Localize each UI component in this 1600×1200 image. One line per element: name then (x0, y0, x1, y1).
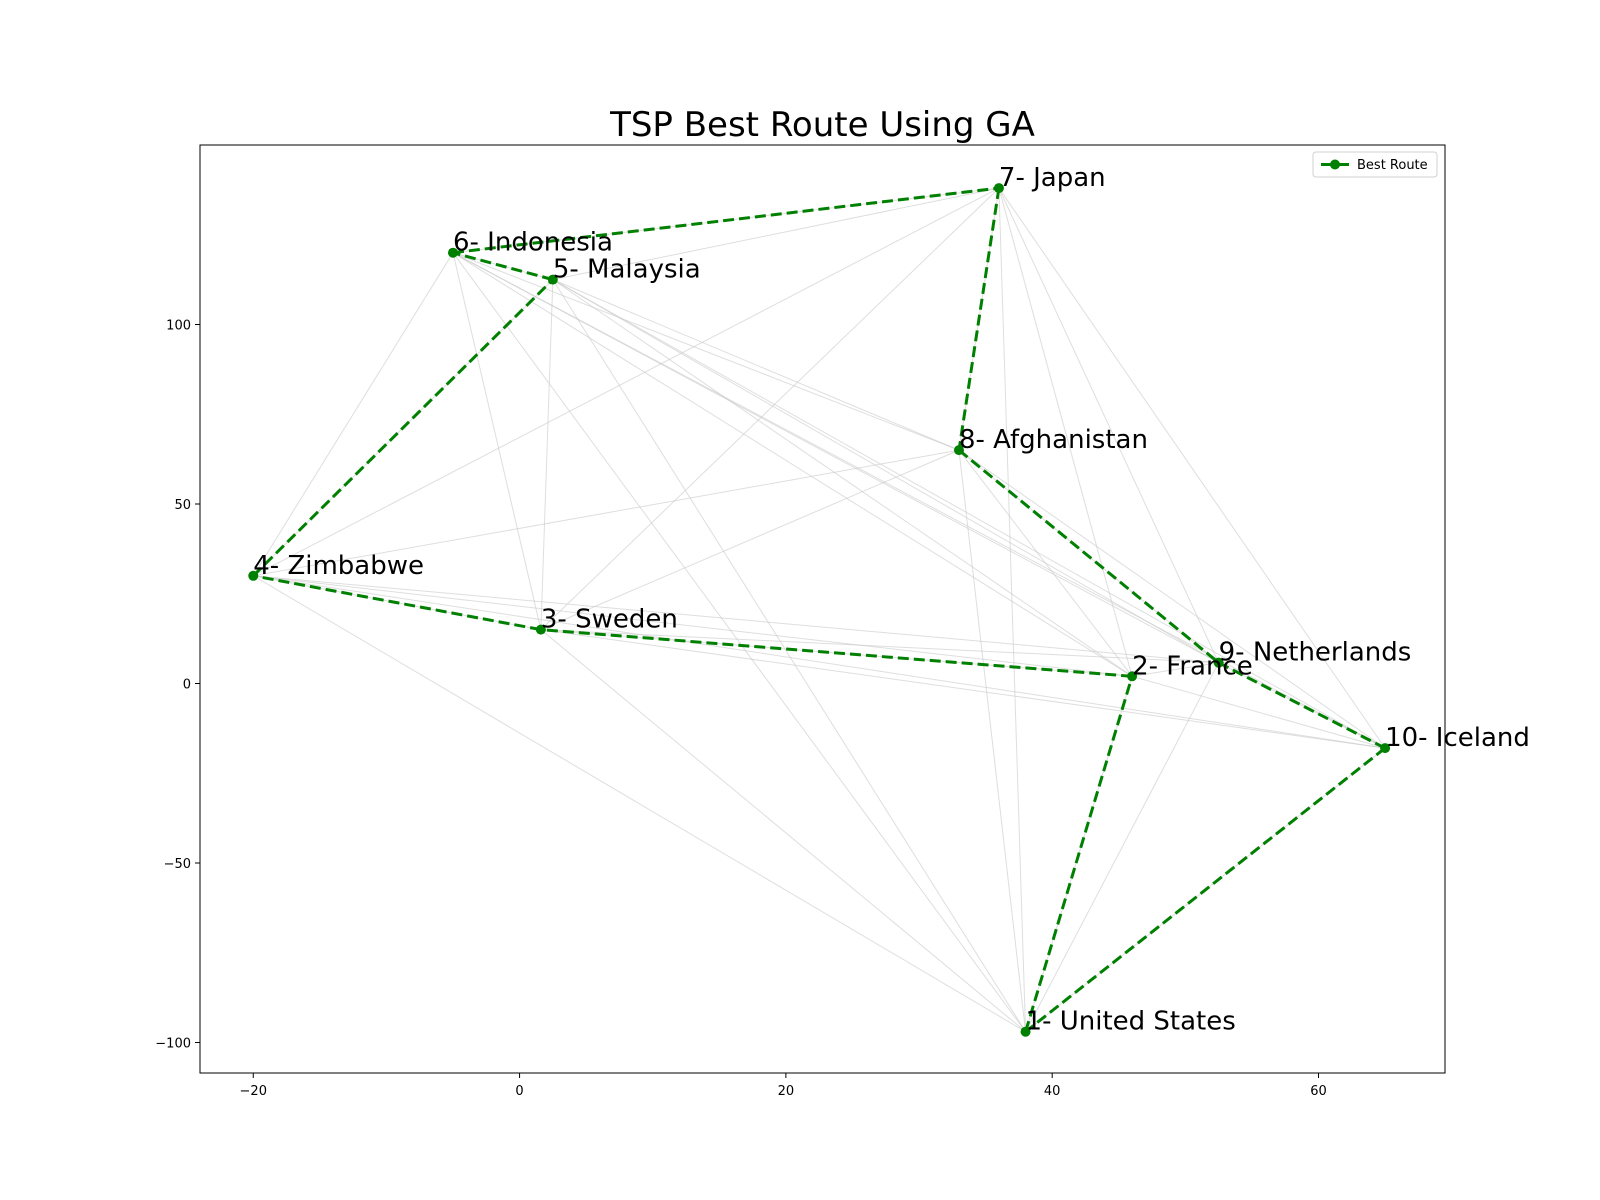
background-edge (998, 187, 1133, 677)
background-edge (540, 187, 1000, 631)
city-label: 6- Indonesia (453, 228, 613, 258)
background-edge (253, 575, 1219, 664)
background-edge (252, 252, 454, 577)
x-tick-label: 40 (1044, 1084, 1061, 1099)
background-edge (958, 449, 1386, 749)
background-edge (540, 279, 554, 630)
y-tick-label: 50 (174, 498, 191, 513)
city-label: 4- Zimbabwe (253, 551, 424, 581)
background-edge (452, 252, 1026, 1033)
city-label: 8- Afghanistan (959, 425, 1148, 455)
background-edge (540, 629, 1219, 664)
y-tick-label: −50 (164, 857, 191, 872)
background-edge (552, 279, 960, 451)
legend-label: Best Route (1357, 158, 1428, 173)
route-segment (957, 187, 1001, 451)
route-segment (540, 628, 1133, 678)
x-tick-label: 0 (515, 1084, 523, 1099)
x-tick-label: 60 (1310, 1084, 1327, 1099)
background-edge (552, 279, 1026, 1032)
x-tick-label: −20 (240, 1084, 267, 1099)
background-edge (998, 188, 1027, 1032)
background-edge (552, 187, 1000, 281)
route-segment (958, 448, 1220, 664)
city-marker (535, 624, 546, 635)
legend: Best Route (1312, 151, 1438, 178)
background-edge (540, 629, 1386, 749)
y-tick-label: 100 (166, 318, 191, 333)
city-label: 1- United States (1026, 1007, 1236, 1037)
background-edge (452, 252, 960, 451)
city-markers (248, 183, 1391, 1037)
city-label: 5- Malaysia (553, 255, 701, 285)
legend-box (1312, 151, 1438, 178)
background-edge (253, 575, 1386, 749)
background-edge (1132, 662, 1219, 677)
city-marker (447, 247, 458, 258)
route-segment (1024, 675, 1134, 1033)
background-edge (552, 279, 1386, 749)
background-edge (958, 450, 1027, 1032)
city-marker (1380, 743, 1391, 754)
background-edge (452, 252, 1133, 677)
route-segment (1024, 746, 1387, 1033)
background-edge (1131, 675, 1386, 749)
route-segment (252, 574, 542, 632)
x-axis: −20 0 20 40 60 (240, 1073, 1327, 1099)
background-edge (540, 629, 1026, 1033)
background-edge (998, 187, 1386, 749)
y-tick-label: 0 (183, 677, 191, 692)
background-edge (253, 449, 960, 577)
background-edge (452, 252, 1386, 749)
city-label: 2- France (1132, 651, 1253, 681)
background-edge (253, 575, 1133, 677)
best-route-path (252, 186, 1387, 1033)
chart-title: TSP Best Route Using GA (609, 105, 1035, 145)
background-edge (540, 449, 960, 631)
city-marker (547, 274, 558, 285)
city-marker (1213, 657, 1224, 668)
city-label: 7- Japan (999, 163, 1106, 193)
city-marker (1020, 1026, 1031, 1037)
city-label: 10- Iceland (1385, 723, 1530, 753)
city-marker (953, 445, 964, 456)
plot-area-frame (199, 144, 1446, 1074)
background-edge (253, 575, 1026, 1033)
all-pairs-edges (252, 187, 1386, 1033)
route-segment (452, 186, 1000, 255)
x-tick-label: 20 (778, 1084, 795, 1099)
background-edge (998, 187, 1220, 663)
background-edge (1218, 662, 1386, 749)
route-segment (252, 278, 554, 577)
y-axis: 100 50 0 −50 −100 (155, 318, 200, 1051)
legend-marker (1330, 159, 1340, 170)
background-edge (552, 279, 1133, 677)
background-edge (253, 187, 1000, 577)
city-label: 9- Netherlands (1219, 638, 1412, 668)
city-marker (1127, 671, 1138, 682)
background-edge (552, 279, 1219, 664)
background-edge (1025, 662, 1220, 1032)
city-marker (993, 183, 1004, 194)
city-label: 3- Sweden (541, 605, 678, 635)
background-edge (452, 252, 542, 630)
city-labels: 1- United States 2- France 3- Sweden 4- Zim… (253, 163, 1530, 1037)
route-segment (452, 251, 554, 282)
city-marker (248, 570, 259, 581)
y-tick-label: −100 (155, 1036, 191, 1051)
